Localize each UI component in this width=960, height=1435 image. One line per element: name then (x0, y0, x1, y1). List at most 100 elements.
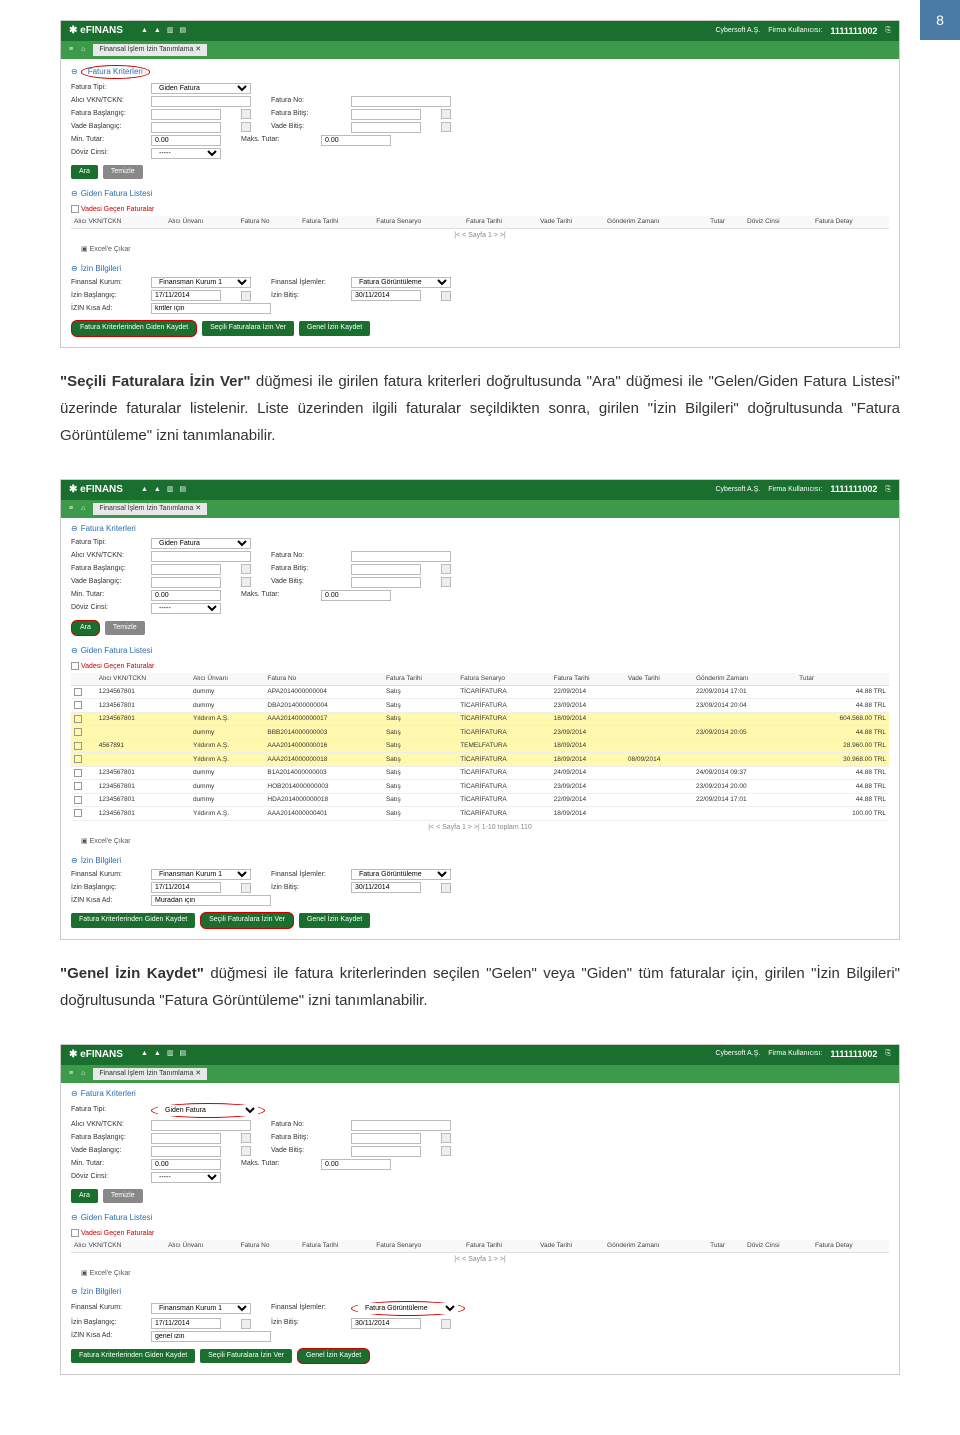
btn-secili-izin[interactable]: Seçili Faturalara İzin Ver (200, 912, 294, 928)
table-row[interactable]: 1234567801dummyDBA2014000000004SatışTİCA… (71, 699, 889, 713)
input-maks-tutar[interactable] (321, 135, 391, 146)
table-row[interactable]: 1234567801Yıldırım A.Ş.AAA2014000000401S… (71, 807, 889, 821)
th-unvan[interactable]: Alıcı Ünvanı (190, 673, 264, 685)
th-ftarih2[interactable]: Fatura Tarihi (551, 673, 625, 685)
input-izin-kisa-ad[interactable] (151, 1331, 271, 1342)
input-alici-vkn[interactable] (151, 1120, 251, 1131)
cal-icon[interactable] (441, 564, 451, 574)
th-fno[interactable]: Fatura No (238, 216, 300, 228)
input-vade-bitis[interactable] (351, 122, 421, 133)
calendar-icon[interactable]: ▥ (167, 27, 174, 35)
btn-genel-izin[interactable]: Genel İzin Kaydet (299, 321, 370, 335)
input-fatura-baslangic[interactable] (151, 564, 221, 575)
input-izin-baslangic[interactable] (151, 1318, 221, 1329)
select-islemler[interactable]: Fatura Görüntüleme (358, 1303, 458, 1314)
excele-cikar[interactable]: ▣ Excel'e Çıkar (71, 835, 889, 849)
cal-icon[interactable] (241, 109, 251, 119)
table-row[interactable]: 1234567801dummyB1A2014000000003SatışTİCA… (71, 766, 889, 780)
warning-icon[interactable]: ▲ (154, 486, 161, 494)
select-kurum[interactable]: Finansman Kurum 1 (151, 869, 251, 880)
btn-fatura-kriter-izin[interactable]: Fatura Kriterlerinden Giden Kaydet (71, 320, 197, 336)
select-doviz[interactable]: ----- (151, 1172, 221, 1183)
th-tutar[interactable]: Tutar (796, 673, 889, 685)
cal-icon[interactable] (241, 883, 251, 893)
input-izin-bitis[interactable] (351, 882, 421, 893)
cal-icon[interactable] (441, 1146, 451, 1156)
input-izin-baslangic[interactable] (151, 882, 221, 893)
th-vade[interactable]: Vade Tarihi (625, 673, 693, 685)
th-doviz[interactable]: Döviz Cinsi (744, 216, 812, 228)
db-icon[interactable]: ▤ (179, 486, 186, 494)
input-izin-kisa-ad[interactable] (151, 303, 271, 314)
select-fatura-tipi[interactable]: Giden Fatura (151, 538, 251, 549)
input-fatura-bitis[interactable] (351, 1133, 421, 1144)
bell-icon[interactable]: ▲ (141, 27, 148, 35)
th-unvan[interactable]: Alıcı Ünvanı (165, 1240, 237, 1252)
btn-temizle[interactable]: Temizle (105, 621, 145, 635)
cal-icon[interactable] (241, 577, 251, 587)
calendar-icon[interactable]: ▥ (167, 1050, 174, 1058)
input-izin-bitis[interactable] (351, 290, 421, 301)
th-fno[interactable]: Fatura No (264, 673, 383, 685)
btn-fatura-kriter-izin[interactable]: Fatura Kriterlerinden Giden Kaydet (71, 913, 195, 927)
th-senaryo[interactable]: Fatura Senaryo (457, 673, 550, 685)
th-detay[interactable]: Fatura Detay (812, 1240, 889, 1252)
btn-genel-izin[interactable]: Genel İzin Kaydet (299, 913, 370, 927)
th-ftarih[interactable]: Fatura Tarihi (299, 216, 373, 228)
input-izin-bitis[interactable] (351, 1318, 421, 1329)
tab-finansal[interactable]: Finansal İşlem İzin Tanımlama ✕ (93, 1068, 207, 1080)
select-doviz[interactable]: ----- (151, 603, 221, 614)
th-vkn[interactable]: Alıcı VKN/TCKN (71, 216, 165, 228)
th-tutar[interactable]: Tutar (707, 1240, 744, 1252)
btn-ara[interactable]: Ara (71, 620, 100, 636)
input-vade-baslangic[interactable] (151, 122, 221, 133)
select-fatura-tipi[interactable]: Giden Fatura (151, 83, 251, 94)
warning-icon[interactable]: ▲ (154, 27, 161, 35)
tab-finansal[interactable]: Finansal İşlem İzin Tanımlama ✕ (93, 44, 207, 56)
th-ftarih2[interactable]: Fatura Tarihi (463, 1240, 537, 1252)
select-islemler[interactable]: Fatura Görüntüleme (351, 277, 451, 288)
th-tutar[interactable]: Tutar (707, 216, 744, 228)
cal-icon[interactable] (241, 1133, 251, 1143)
input-izin-kisa-ad[interactable] (151, 895, 271, 906)
input-fatura-bitis[interactable] (351, 564, 421, 575)
bell-icon[interactable]: ▲ (141, 1050, 148, 1058)
btn-ara[interactable]: Ara (71, 165, 98, 179)
home-icon[interactable]: ⌂ (81, 46, 85, 54)
th-vkn[interactable]: Alıcı VKN/TCKN (96, 673, 190, 685)
table-row[interactable]: 1234567801dummyHOB2014000000003SatışTİCA… (71, 780, 889, 794)
warning-icon[interactable]: ▲ (154, 1050, 161, 1058)
input-min-tutar[interactable] (151, 590, 221, 601)
th-doviz[interactable]: Döviz Cinsi (744, 1240, 812, 1252)
cal-icon[interactable] (241, 564, 251, 574)
input-vade-bitis[interactable] (351, 577, 421, 588)
input-fatura-baslangic[interactable] (151, 1133, 221, 1144)
table-row[interactable]: Yıldırım A.Ş.AAA2014000000018SatışTİCARİ… (71, 753, 889, 767)
pager[interactable]: |< < Sayfa 1 > >| 1-10 toplam 110 (71, 821, 889, 835)
input-alici-vkn[interactable] (151, 96, 251, 107)
input-fatura-no[interactable] (351, 96, 451, 107)
input-min-tutar[interactable] (151, 1159, 221, 1170)
input-fatura-baslangic[interactable] (151, 109, 221, 120)
th-senaryo[interactable]: Fatura Senaryo (373, 1240, 463, 1252)
cal-icon[interactable] (241, 291, 251, 301)
table-row[interactable]: 1234567801dummyAPA2014000000004SatışTİCA… (71, 685, 889, 699)
input-fatura-no[interactable] (351, 1120, 451, 1131)
db-icon[interactable]: ▤ (179, 1050, 186, 1058)
input-min-tutar[interactable] (151, 135, 221, 146)
th-fno[interactable]: Fatura No (238, 1240, 300, 1252)
menu-icon[interactable]: ≡ (69, 505, 73, 513)
th-gz[interactable]: Gönderim Zamanı (604, 1240, 707, 1252)
select-kurum[interactable]: Finansman Kurum 1 (151, 277, 251, 288)
cal-icon[interactable] (241, 1319, 251, 1329)
th-vade[interactable]: Vade Tarihi (537, 1240, 604, 1252)
tab-finansal[interactable]: Finansal İşlem İzin Tanımlama ✕ (93, 503, 207, 515)
input-maks-tutar[interactable] (321, 590, 391, 601)
home-icon[interactable]: ⌂ (81, 1070, 85, 1078)
btn-fatura-kriter-izin[interactable]: Fatura Kriterlerinden Giden Kaydet (71, 1349, 195, 1363)
th-gz[interactable]: Gönderim Zamanı (604, 216, 707, 228)
cal-icon[interactable] (441, 577, 451, 587)
th-ftarih[interactable]: Fatura Tarihi (299, 1240, 373, 1252)
bell-icon[interactable]: ▲ (141, 486, 148, 494)
cal-icon[interactable] (441, 1319, 451, 1329)
